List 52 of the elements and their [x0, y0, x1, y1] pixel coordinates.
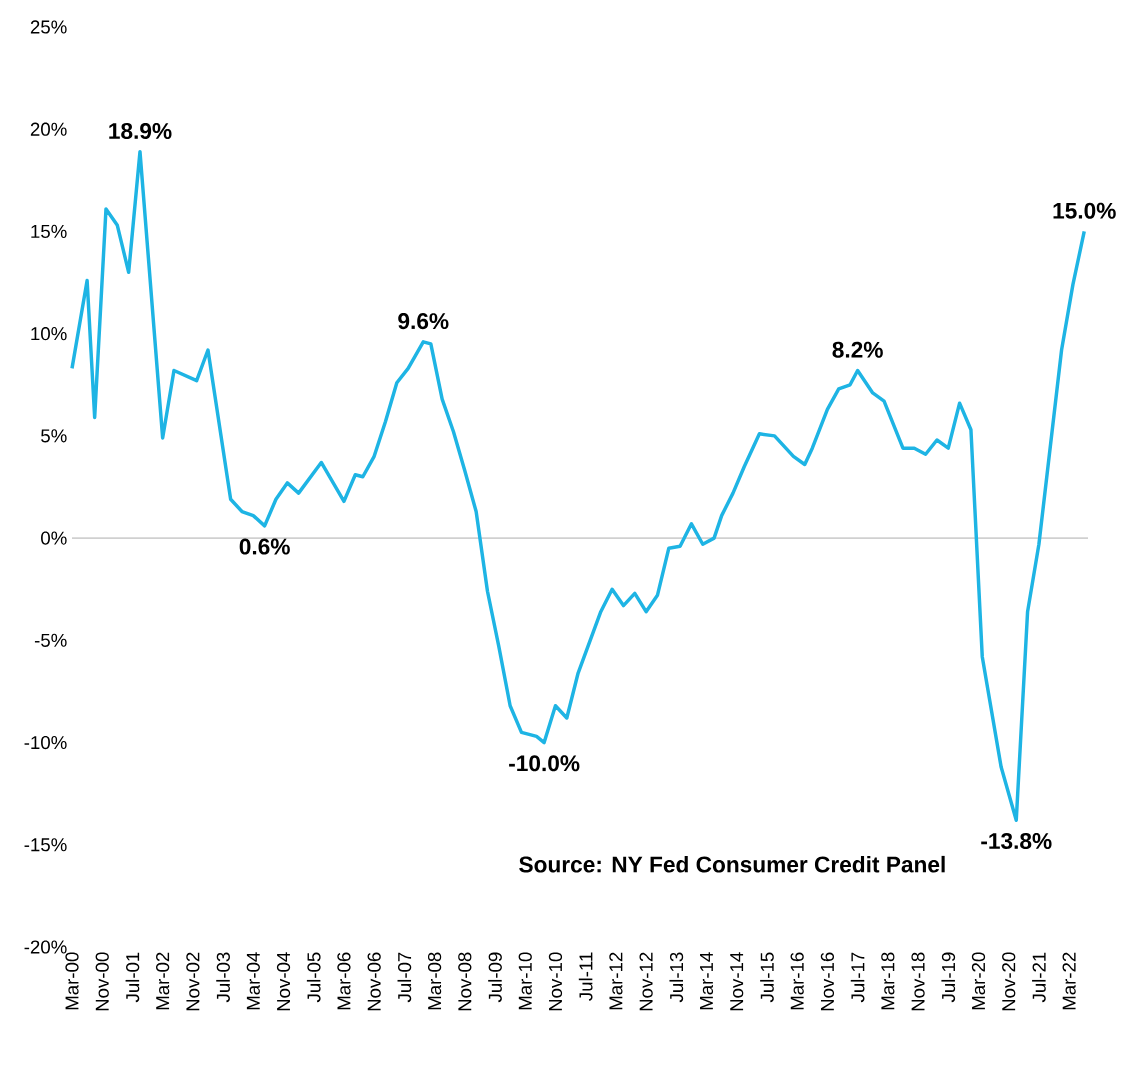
x-tick-label: Jul-17 [850, 952, 865, 1003]
x-tick-label: Mar-02 [156, 952, 170, 1010]
x-tick-label: Mar-22 [1062, 952, 1076, 1010]
x-tick-label: Nov-14 [730, 952, 744, 1011]
annotation: Source: NY Fed Consumer Credit Panel [519, 855, 945, 873]
x-tick-label: Jul-07 [397, 952, 412, 1003]
x-tick-label: Nov-00 [95, 952, 109, 1011]
x-tick-label: Mar-04 [246, 952, 260, 1010]
x-tick-label: Mar-00 [65, 952, 79, 1010]
x-tick-label: Nov-18 [911, 952, 925, 1011]
x-tick-label: Jul-01 [125, 952, 140, 1003]
x-tick-label: Nov-08 [458, 952, 472, 1011]
x-tick-label: Jul-13 [669, 952, 684, 1003]
x-tick-label: Nov-10 [548, 952, 563, 1011]
y-tick-label: 5% [41, 429, 67, 443]
y-tick-label: 25% [30, 20, 67, 34]
x-tick-label: Mar-20 [971, 952, 986, 1010]
annotation: 8.2% [832, 341, 883, 358]
y-tick-label: 10% [31, 327, 67, 341]
x-tick-label: Mar-06 [337, 952, 351, 1010]
x-tick-label: Nov-16 [820, 952, 835, 1011]
annotation: 0.6% [239, 538, 290, 555]
x-tick-label: Jul-11 [578, 952, 593, 1001]
y-tick-label: 20% [30, 122, 67, 136]
y-tick-label: -20% [24, 940, 67, 954]
x-tick-label: Mar-10 [518, 952, 532, 1010]
x-tick-label: Mar-08 [427, 952, 442, 1010]
y-tick-label: -15% [24, 838, 67, 852]
x-tick-label: Nov-06 [367, 952, 381, 1011]
x-tick-label: Nov-20 [1002, 952, 1016, 1011]
y-tick-label: -5% [34, 633, 67, 647]
x-tick-label: Mar-12 [609, 952, 623, 1010]
y-tick-label: -10% [24, 735, 67, 750]
annotation: -13.8% [981, 832, 1052, 850]
x-tick-label: Jul-09 [488, 952, 502, 1003]
annotation: -10.0% [509, 755, 580, 772]
x-tick-label: Jul-21 [1032, 952, 1046, 1003]
x-tick-label: Jul-03 [216, 952, 230, 1003]
y-tick-label: 15% [31, 224, 67, 239]
x-tick-label: Mar-16 [790, 952, 804, 1010]
annotation: 18.9% [109, 122, 172, 139]
x-tick-label: Nov-04 [276, 952, 291, 1011]
annotation: 15.0% [1053, 202, 1116, 219]
x-tick-label: Jul-19 [941, 952, 956, 1003]
y-tick-label: 0% [41, 531, 67, 545]
x-tick-label: Mar-14 [700, 952, 714, 1010]
x-tick-label: Mar-18 [881, 952, 895, 1010]
annotation: 9.6% [398, 313, 449, 330]
x-tick-label: Jul-05 [306, 952, 321, 1003]
x-tick-label: Nov-02 [186, 952, 200, 1011]
x-tick-label: Jul-15 [760, 952, 774, 1003]
x-tick-label: Nov-12 [639, 952, 653, 1011]
